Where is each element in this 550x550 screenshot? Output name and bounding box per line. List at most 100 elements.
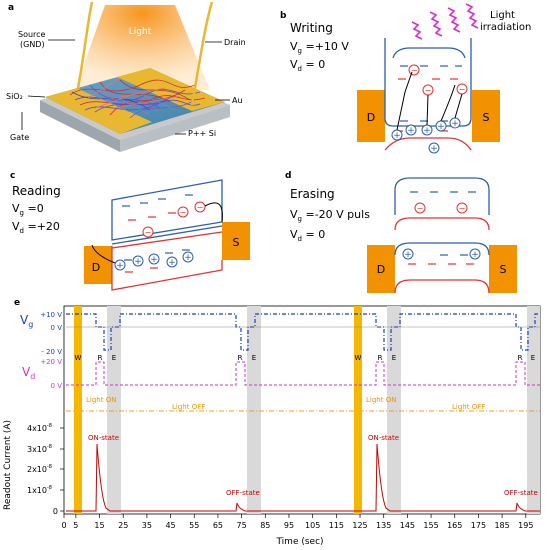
ytick-1: 1x10-8 <box>27 485 52 495</box>
xtick-label: 105 <box>305 521 320 530</box>
drain-contact-b <box>357 90 385 142</box>
d-label-b: D <box>367 111 375 124</box>
xtick-label: 195 <box>518 521 533 530</box>
vd-p20-label: +20 V <box>40 358 62 366</box>
conduction-band-c <box>111 179 223 241</box>
upper-valence-d <box>394 217 490 231</box>
vg-axis-label: Vg <box>20 313 33 329</box>
svg-text:R: R <box>518 354 523 362</box>
xtick-label: 75 <box>237 521 247 530</box>
ytick-2: 2x10-8 <box>27 464 52 474</box>
s-label-c: S <box>233 236 240 249</box>
psi-label: P++ Si <box>188 129 216 138</box>
source-contact-d <box>489 245 517 293</box>
svg-text:+: + <box>471 250 479 260</box>
xtick-label: 155 <box>423 521 438 530</box>
x-axis-label: Time (sec) <box>275 537 323 547</box>
svg-text:W: W <box>75 354 82 362</box>
write-band-2 <box>354 306 362 514</box>
panel-d: d Erasing Vg =-20 V puls Vd = 0 D S − − +… <box>285 171 517 294</box>
holes-c <box>114 251 194 271</box>
source-wire <box>76 1 94 89</box>
holes-b <box>391 117 461 154</box>
y-axis-label: Readout Current (A) <box>3 420 13 510</box>
svg-text:−: − <box>417 204 424 213</box>
svg-text:−: − <box>425 86 432 95</box>
svg-text:+: + <box>404 250 412 260</box>
vg-p10-label: +10 V <box>40 311 62 319</box>
d-label-d: D <box>377 263 385 276</box>
drain-contact-d <box>367 245 395 293</box>
svg-text:+: + <box>184 253 192 263</box>
source-contact-b <box>472 90 500 142</box>
reading-vd: Vd =+20 <box>12 220 60 235</box>
drain-label: Drain <box>224 38 246 47</box>
hole-signs-d: + + <box>404 250 479 260</box>
conduction-band-d <box>394 177 490 215</box>
svg-text:E: E <box>252 354 256 362</box>
valence-band-b <box>384 137 472 151</box>
xtick-label: 35 <box>142 521 152 530</box>
on-state-label-2: ON-state <box>368 434 399 442</box>
xtick-label: 175 <box>471 521 486 530</box>
drain-wire <box>190 1 214 106</box>
light-label: Light <box>129 27 152 37</box>
erase-band-3 <box>387 306 401 514</box>
lower-valence-d <box>394 279 490 294</box>
xtick-label: 0 <box>61 521 66 530</box>
source-electrode <box>45 88 152 134</box>
erasing-vg: Vg =-20 V puls <box>290 208 370 223</box>
svg-text:R: R <box>378 354 383 362</box>
vd-0-label: 0 V <box>51 382 63 390</box>
panel-c: c Reading Vg =0 Vd =+20 D S − − − + + + + + <box>10 171 250 291</box>
vg-m20-label: - 20 V <box>41 348 62 356</box>
writing-vd: Vd = 0 <box>290 58 325 73</box>
s-label-d: S <box>500 263 507 276</box>
xtick-label: 145 <box>400 521 415 530</box>
source-contact-c <box>222 222 250 260</box>
valence-band-c-top <box>111 231 223 249</box>
acceptor-levels-c <box>125 212 176 273</box>
write-band-1 <box>74 306 82 514</box>
ytick-3: 3x10-8 <box>27 444 52 454</box>
reading-vg: Vg =0 <box>12 202 44 217</box>
xtick-label: 5 <box>73 521 78 530</box>
svg-text:−: − <box>180 208 187 217</box>
excitation-arrows-b <box>396 71 463 131</box>
inner-band-b <box>392 47 466 59</box>
x-axis: 0 5 15 25 35 45 55 65 75 85 95 105 115 125 135 145 155 16… <box>61 514 533 530</box>
erase-band-1 <box>107 306 121 514</box>
panel-e: e Vg Vd +10 V 0 V - 20 V +20 V 0 V W R <box>3 298 541 547</box>
au-label: Au <box>232 96 243 105</box>
erasing-vd: Vd = 0 <box>290 228 325 243</box>
xtick-label: 65 <box>213 521 223 530</box>
svg-text:E: E <box>112 354 116 362</box>
vg-0-label: 0 V <box>51 324 63 332</box>
donor-levels-c <box>122 194 193 261</box>
svg-text:+: + <box>407 126 415 136</box>
xtick-label: 95 <box>284 521 294 530</box>
phase-markers: W R E R E W R E R E <box>75 354 536 362</box>
svg-text:−: − <box>459 85 466 94</box>
svg-text:+: + <box>423 126 431 136</box>
chip-left-side <box>40 100 120 152</box>
panel-d-label: d <box>285 171 291 181</box>
svg-text:E: E <box>531 354 535 362</box>
svg-text:+: + <box>393 131 401 141</box>
ytick-4: 4x10-8 <box>27 423 52 433</box>
svg-text:−: − <box>459 204 466 213</box>
svg-text:+: + <box>451 119 459 129</box>
xtick-label: 185 <box>494 521 509 530</box>
vd-trace <box>66 361 540 386</box>
vg-trace <box>66 313 540 351</box>
source-label: Source <box>18 30 46 39</box>
svg-text:Light OFF: Light OFF <box>452 403 485 411</box>
xtick-label: 125 <box>352 521 367 530</box>
xtick-label: 45 <box>165 521 175 530</box>
xtick-label: 85 <box>260 521 270 530</box>
electron-signs-b: − − − <box>411 66 466 95</box>
svg-text:+: + <box>168 258 176 268</box>
drain-contact-c <box>84 246 112 284</box>
light-trace <box>66 404 540 412</box>
